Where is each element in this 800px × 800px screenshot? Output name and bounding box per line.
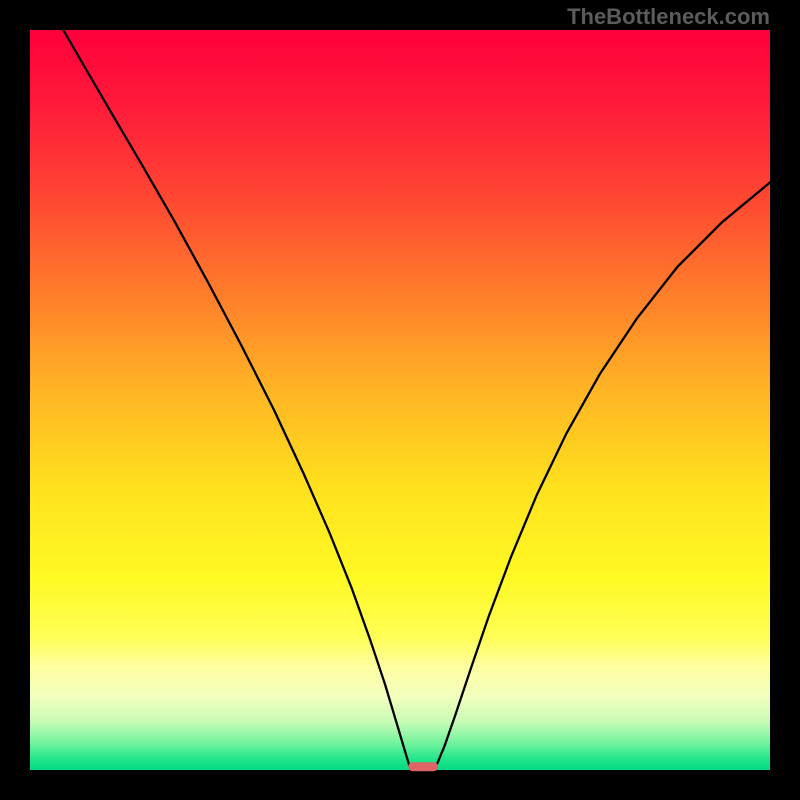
curve-right-branch: [434, 182, 770, 770]
curve-left-branch: [63, 30, 411, 770]
minimum-marker: [408, 762, 438, 772]
curve-layer: [30, 30, 770, 770]
watermark-text: TheBottleneck.com: [567, 4, 770, 30]
plot-area: [30, 30, 770, 770]
chart-container: { "canvas": { "width": 800, "height": 80…: [0, 0, 800, 800]
